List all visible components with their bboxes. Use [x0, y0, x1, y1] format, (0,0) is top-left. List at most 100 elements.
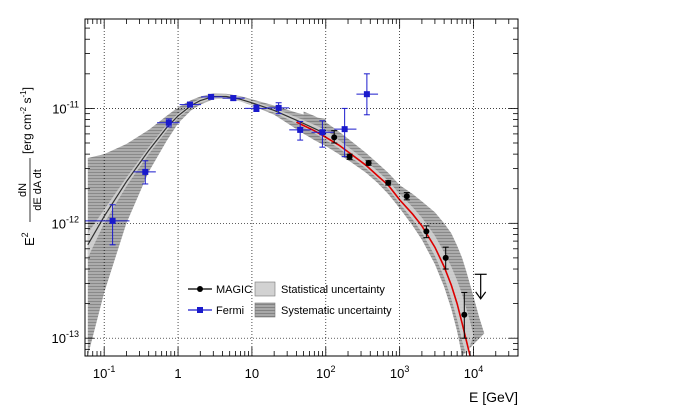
y-label-e-sup: 2: [20, 232, 30, 237]
fermi-point-4: [201, 93, 223, 100]
fit-curves: [87, 95, 471, 356]
magic-marker: [403, 193, 410, 200]
x-tick-label-5: 104: [464, 364, 483, 381]
x-tick-label-exp: -1: [107, 364, 115, 374]
x-tick-label-3: 102: [316, 364, 335, 381]
x-tick-label-base: 10: [93, 366, 107, 381]
y-label-frac-num: dN: [17, 183, 29, 197]
magic-fit-line: [296, 121, 471, 356]
fermi-point-9: [311, 120, 335, 148]
fermi-marker: [363, 91, 370, 98]
fermi-marker: [165, 119, 172, 126]
x-tick-label-base: 1: [174, 366, 181, 381]
magic-marker: [385, 179, 392, 186]
fermi-marker: [109, 217, 116, 224]
uncertainty-bands: [87, 93, 485, 356]
y-label-unit-sup1: -2: [19, 106, 28, 114]
fermi-point-1: [133, 160, 156, 185]
magic-marker: [331, 134, 338, 141]
x-tick-label-base: 10: [245, 366, 259, 381]
magic-point-2: [365, 159, 372, 166]
y-label-unit-sup2: -1: [19, 90, 28, 98]
magic-marker: [365, 159, 372, 166]
fermi-marker: [297, 126, 304, 133]
x-tick-label-0: 10-1: [93, 364, 115, 381]
fermi-point-0: [85, 204, 130, 246]
y-label-unit-mid: s: [20, 98, 34, 107]
magic-marker: [461, 311, 468, 318]
magic-point-3: [385, 179, 392, 186]
magic-point-7: [461, 291, 468, 339]
magic-point-5: [423, 225, 430, 239]
x-tick-label-exp: 3: [404, 364, 409, 374]
fermi-point-8: [289, 120, 312, 141]
grid-lines: [85, 19, 518, 356]
legend-marker: [197, 286, 203, 292]
y-tick-label-exp: -13: [66, 329, 79, 339]
y-tick-label-1: 10-12: [52, 214, 79, 231]
magic-marker: [346, 153, 353, 160]
fermi-point-5: [222, 95, 245, 102]
legend-label: Statistical uncertainty: [281, 284, 385, 296]
x-tick-label-4: 103: [390, 364, 409, 381]
y-label-frac-den: dE dA dt: [32, 169, 44, 211]
fermi-point-3: [179, 101, 202, 108]
y-tick-label-base: 10: [52, 331, 66, 346]
legend-entry-fermi: Fermi: [188, 305, 244, 317]
fermi-fit-line: [87, 95, 327, 246]
upper-limit-head: [475, 291, 487, 300]
fermi-marker: [142, 168, 149, 175]
magic-point-4: [403, 192, 410, 201]
fermi-point-10: [334, 107, 357, 158]
y-label-e: E: [22, 237, 37, 246]
fermi-marker: [230, 95, 237, 102]
plot-frame: [84, 18, 519, 357]
y-axis-label: E2 dN dE dA dt [erg cm-2 s-1]: [17, 87, 44, 246]
fermi-point-6: [244, 104, 267, 112]
fermi-marker: [275, 104, 282, 111]
y-tick-label-base: 10: [52, 216, 66, 231]
legend-label: Systematic uncertainty: [281, 305, 392, 317]
legend-entry-magic: MAGIC: [188, 284, 252, 296]
legend-entry-systematic-uncertainty: Systematic uncertainty: [254, 302, 392, 318]
magic-upper-limit: [474, 273, 487, 300]
x-tick-label-base: 10: [316, 366, 330, 381]
syst-band-fermi: [87, 93, 326, 356]
magic-point-0: [331, 130, 338, 144]
magic-marker: [442, 254, 449, 261]
legend-swatch: [254, 302, 276, 318]
x-tick-label-exp: 4: [478, 364, 483, 374]
fermi-marker: [341, 126, 348, 133]
y-tick-label-exp: -11: [67, 99, 79, 109]
y-tick-label-0: 10-13: [52, 329, 79, 346]
y-label-unit-end: ]: [20, 87, 34, 90]
legend-swatch: [254, 281, 276, 297]
legend-label: Fermi: [216, 305, 244, 317]
x-tick-label-2: 10: [245, 366, 259, 381]
legend-label: MAGIC: [216, 284, 252, 296]
fermi-marker: [208, 93, 215, 100]
legend-marker: [197, 307, 203, 313]
svg-text:E2: E2: [20, 232, 37, 246]
magic-marker: [423, 228, 430, 235]
legend-entry-statistical-uncertainty: Statistical uncertainty: [254, 281, 385, 297]
svg-text:[erg cm-2 s-1]: [erg cm-2 s-1]: [19, 87, 34, 154]
y-tick-label-base: 10: [52, 101, 66, 116]
x-tick-label-base: 10: [464, 366, 478, 381]
x-axis-label: E [GeV]: [469, 389, 518, 405]
x-tick-label-1: 1: [174, 366, 181, 381]
fermi-marker: [319, 129, 326, 136]
y-tick-label-exp: -12: [66, 214, 79, 224]
y-label-unit: [erg cm: [20, 114, 34, 154]
data-points: [85, 73, 487, 339]
magic-point-1: [346, 153, 353, 160]
legend: MAGIC Statistical uncertainty Fermi Systema…: [188, 281, 392, 318]
y-tick-label-2: 10-11: [52, 99, 79, 116]
fermi-marker: [186, 101, 193, 108]
fermi-point-11: [356, 73, 379, 116]
fermi-marker: [253, 105, 260, 112]
fermi-point-7: [266, 102, 290, 115]
x-tick-label-exp: 2: [331, 364, 336, 374]
